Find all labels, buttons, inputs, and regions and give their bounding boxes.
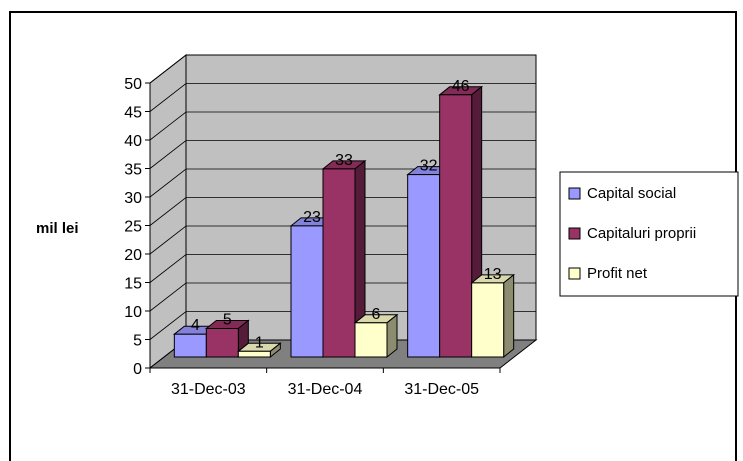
legend-swatch <box>568 187 581 200</box>
y-tick-label: 25 <box>124 219 142 236</box>
legend-label: Capitaluri proprii <box>587 225 696 242</box>
data-label: 1 <box>255 334 264 351</box>
bar-front <box>205 328 239 358</box>
x-tick-label: 31-Dec-05 <box>404 381 479 398</box>
data-label: 13 <box>484 266 502 283</box>
x-tick-label: 31-Dec-04 <box>288 381 363 398</box>
legend-swatch <box>568 267 581 280</box>
y-tick-label: 0 <box>133 361 142 378</box>
gridline <box>149 111 536 141</box>
data-labels: 4 5 1 23 33 6 32 46 13 <box>191 78 502 351</box>
bar-side <box>503 273 515 359</box>
bar-0-2 <box>236 342 282 359</box>
x-axis: 31-Dec-03 31-Dec-04 31-Dec-05 <box>149 367 501 398</box>
bars <box>172 85 516 359</box>
legend-box <box>559 171 739 297</box>
data-label: 46 <box>452 78 470 95</box>
x-tick-label: 31-Dec-03 <box>171 381 246 398</box>
bar-front <box>173 333 207 358</box>
y-axis: 0 5 10 15 20 25 30 35 40 45 50 <box>124 76 151 378</box>
y-tick-label: 45 <box>124 105 142 122</box>
y-tick-label: 20 <box>124 247 142 264</box>
gridline <box>149 54 536 84</box>
legend-label: Capital social <box>587 185 676 202</box>
data-label: 6 <box>372 306 381 323</box>
data-label: 23 <box>303 209 321 226</box>
data-label: 5 <box>223 312 232 329</box>
bar-2-1 <box>438 85 484 359</box>
bar-front <box>354 322 388 358</box>
bar-1-1 <box>321 159 367 359</box>
bar-front <box>290 225 324 358</box>
y-tick-label: 10 <box>124 304 142 321</box>
bar-front <box>471 282 505 358</box>
data-label: 4 <box>191 317 200 334</box>
bar-front <box>322 168 356 358</box>
bar-side <box>386 313 398 359</box>
y-tick-label: 30 <box>124 190 142 207</box>
y-tick-label: 35 <box>124 162 142 179</box>
y-tick-label: 15 <box>124 276 142 293</box>
gridline <box>149 140 536 169</box>
data-label: 32 <box>420 158 438 175</box>
y-tick-label: 40 <box>124 133 142 150</box>
data-label: 33 <box>335 152 353 169</box>
bar-2-2 <box>470 273 516 359</box>
gridline <box>149 83 536 112</box>
bar-front <box>407 174 441 358</box>
legend-label: Profit net <box>587 265 648 282</box>
y-tick-label: 5 <box>133 333 142 350</box>
bar-1-2 <box>353 313 399 359</box>
bar-front <box>237 350 271 358</box>
legend: Capital social Capitaluri proprii Profit n… <box>559 171 739 297</box>
y-axis-label: mil lei <box>36 220 79 237</box>
bar-front <box>439 94 473 358</box>
y-tick-label: 50 <box>124 76 142 93</box>
legend-swatch <box>568 227 581 240</box>
